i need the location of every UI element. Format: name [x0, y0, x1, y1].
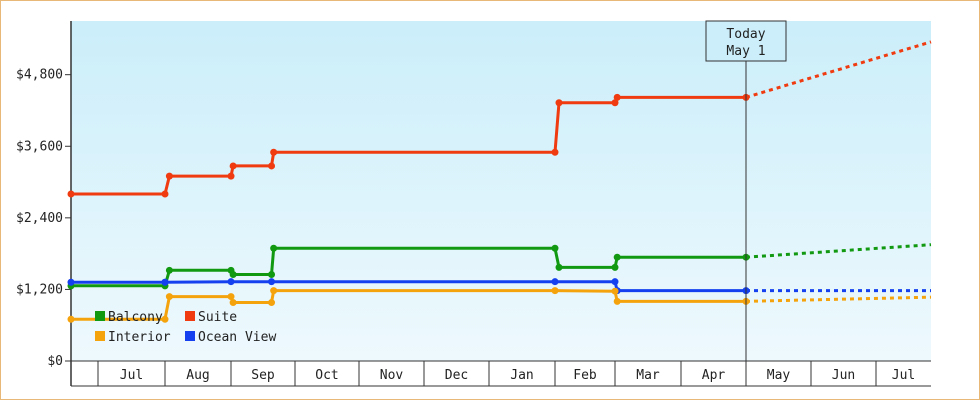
data-point-interior — [268, 299, 276, 307]
legend-label: Balcony — [108, 310, 163, 325]
today-marker: Today May 1 — [705, 20, 787, 361]
data-point-balcony — [613, 253, 621, 261]
forecast-line-interior — [745, 295, 932, 303]
forecast-line-balcony — [745, 243, 932, 259]
x-tick-label: Mar — [636, 368, 660, 383]
x-tick-label: May — [767, 368, 791, 383]
data-point-interior — [270, 287, 278, 295]
today-label-line2: May 1 — [726, 44, 765, 59]
x-tick-label: Dec — [445, 368, 468, 383]
data-point-ocean-view — [268, 278, 276, 286]
data-point-balcony — [268, 271, 276, 279]
x-tick-label: Jun — [832, 368, 855, 383]
data-point-ocean-view — [551, 278, 559, 286]
data-point-interior — [67, 315, 75, 323]
legend-swatch — [95, 331, 105, 341]
data-point-balcony — [229, 271, 237, 279]
data-point-suite — [270, 148, 278, 156]
y-tick-label: $3,600 — [16, 139, 63, 154]
y-axis: $0 $1,200 $2,400 $3,600 $4,800 — [16, 21, 72, 386]
legend-swatch — [185, 311, 195, 321]
legend-label: Suite — [198, 310, 237, 325]
x-tick-label: Aug — [186, 368, 209, 383]
x-tick-label: Jul — [120, 368, 143, 383]
data-point-suite — [611, 99, 619, 107]
data-point-ocean-view — [67, 278, 75, 286]
forecast-line-suite — [745, 40, 932, 99]
data-point-suite — [551, 148, 559, 156]
y-tick-label: $1,200 — [16, 282, 63, 297]
y-tick-label: $0 — [47, 354, 63, 369]
data-point-interior — [229, 299, 237, 307]
data-point-interior — [551, 287, 559, 295]
data-point-suite — [555, 99, 563, 107]
data-point-suite — [227, 172, 235, 180]
data-point-suite — [161, 190, 169, 198]
y-tick-label: $2,400 — [16, 211, 63, 226]
data-point-interior — [611, 287, 619, 295]
x-tick-label: Nov — [380, 368, 404, 383]
data-point-balcony — [551, 244, 559, 252]
data-point-suite — [268, 162, 276, 170]
legend-swatch — [95, 311, 105, 321]
x-tick-label: Apr — [702, 368, 726, 383]
data-point-ocean-view — [611, 278, 619, 286]
data-point-suite — [165, 172, 173, 180]
today-box — [705, 20, 787, 62]
legend-label: Interior — [108, 330, 171, 345]
data-point-suite — [67, 190, 75, 198]
legend-label: Ocean View — [198, 330, 276, 345]
data-point-ocean-view — [161, 278, 169, 286]
data-point-balcony — [165, 266, 173, 274]
data-point-interior — [613, 297, 621, 305]
data-point-balcony — [555, 263, 563, 271]
x-tick-label: Jul — [892, 368, 915, 383]
legend: Balcony Suite Interior Ocean View — [95, 310, 276, 345]
data-point-suite — [229, 162, 237, 170]
data-point-interior — [165, 293, 173, 301]
x-tick-label: Jan — [510, 368, 533, 383]
data-point-interior — [227, 293, 235, 301]
plot-background — [71, 21, 931, 361]
y-tick-label: $4,800 — [16, 68, 63, 83]
x-tick-label: Oct — [315, 368, 338, 383]
today-label-line1: Today — [726, 27, 765, 42]
x-tick-label: Sep — [251, 368, 275, 383]
data-point-balcony — [611, 263, 619, 271]
legend-swatch — [185, 331, 195, 341]
data-point-ocean-view — [227, 278, 235, 286]
x-axis: Jul Aug Sep Oct Nov Dec Jan Feb Mar Apr May Jun Jul — [71, 360, 931, 387]
series-layer — [67, 40, 932, 323]
x-tick-label: Feb — [573, 368, 597, 383]
data-point-suite — [613, 93, 621, 101]
data-point-balcony — [270, 244, 278, 252]
data-point-interior — [161, 315, 169, 323]
